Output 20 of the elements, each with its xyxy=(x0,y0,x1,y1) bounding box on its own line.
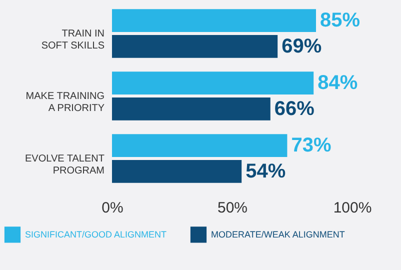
y-tick-label: TRAIN IN SOFT SKILLS xyxy=(41,28,105,52)
y-tick-label: MAKE TRAINING A PRIORITY xyxy=(26,91,105,114)
data-label: 66% xyxy=(274,98,315,120)
bar xyxy=(112,160,242,183)
bar xyxy=(112,72,314,94)
x-tick-label: 0% xyxy=(102,200,124,216)
data-label: 84% xyxy=(318,72,358,94)
x-tick-label: 50% xyxy=(217,200,248,216)
y-tick-label: EVOLVE TALENT PROGRAM xyxy=(25,154,104,176)
data-label: 73% xyxy=(291,134,332,157)
bar xyxy=(112,9,316,32)
legend-label: MODERATE/WEAK ALIGNMENT xyxy=(211,230,346,240)
data-label: 85% xyxy=(320,10,360,32)
legend-label: SIGNIFICANT/GOOD ALIGNMENT xyxy=(25,230,168,240)
data-label: 69% xyxy=(282,35,322,58)
x-tick-label: 100% xyxy=(333,200,372,216)
bar xyxy=(112,35,278,58)
bar xyxy=(112,98,270,120)
bar xyxy=(112,134,288,157)
data-label: 54% xyxy=(246,160,286,182)
